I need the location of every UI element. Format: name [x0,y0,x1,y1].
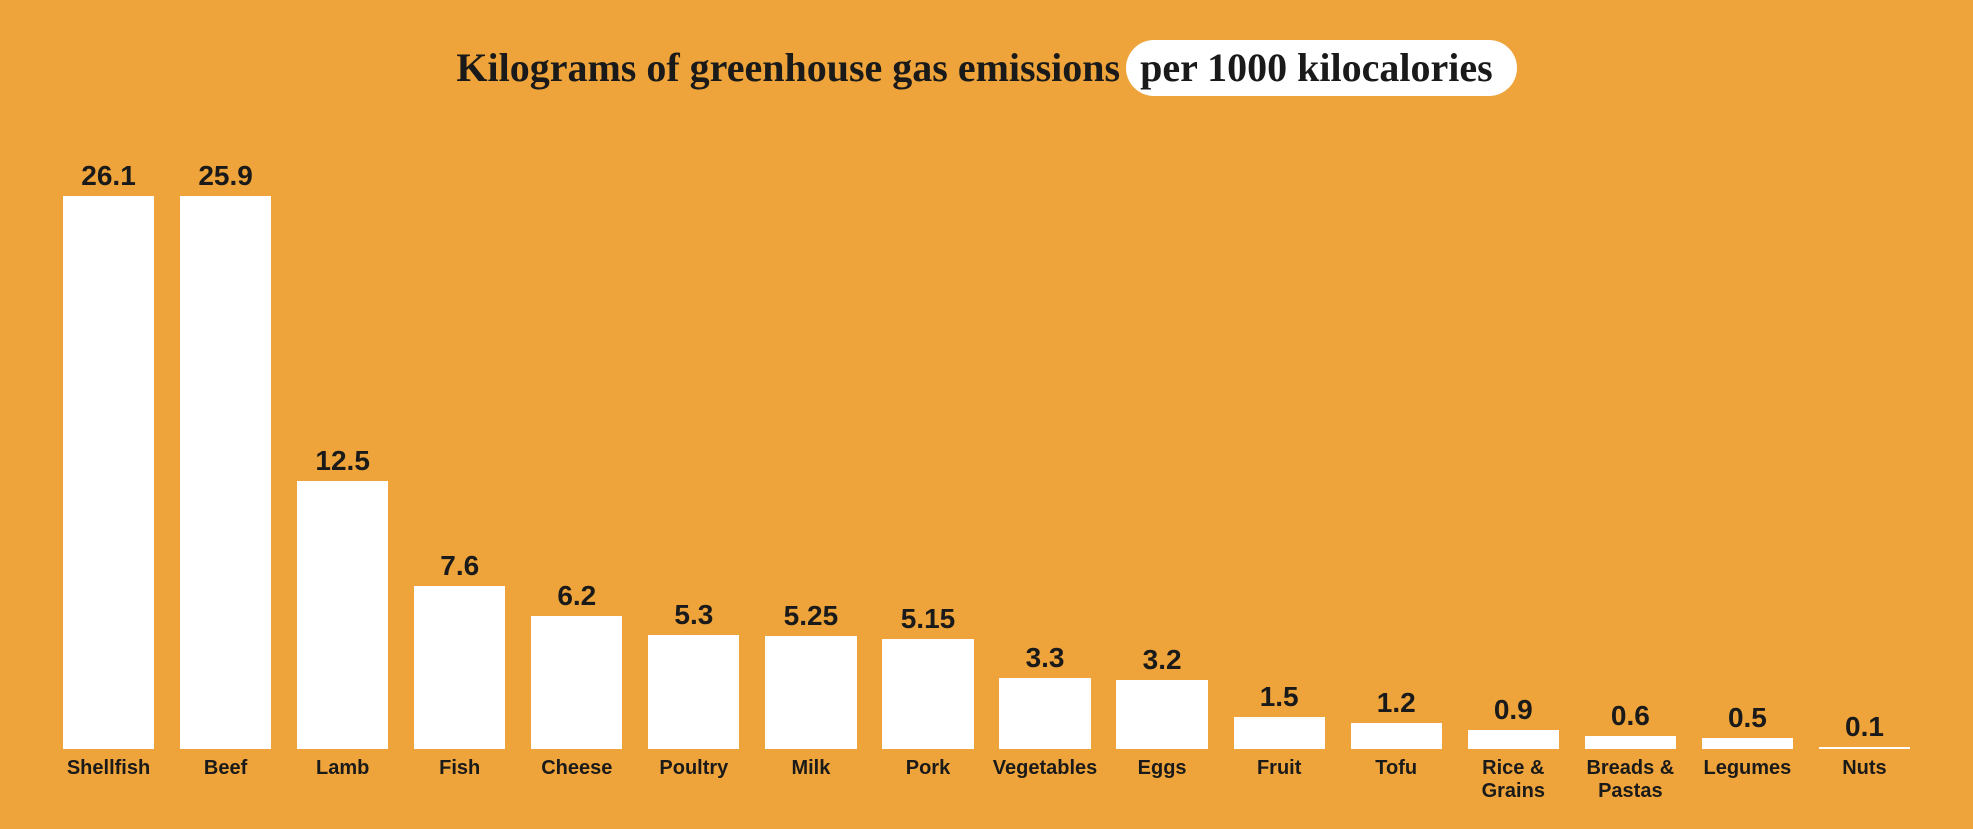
bar-category-label: Lamb [316,757,369,799]
bar-rect [63,196,154,749]
bar-category-label: Fish [439,757,480,799]
bar-value-label: 7.6 [440,550,479,582]
bar-group: 0.6 Breads & Pastas [1572,160,1689,799]
bar-group: 0.1 Nuts [1806,160,1923,799]
bar-value-label: 0.5 [1728,702,1767,734]
bar-rect [1234,717,1325,749]
bar-rect [1702,738,1793,749]
bar-rect [1585,736,1676,749]
bar-category-label: Tofu [1375,757,1417,799]
bar-chart: 26.1 Shellfish 25.9 Beef 12.5 Lamb 7.6 Fish 6.2 C… [50,160,1923,799]
bar-group: 0.9 Rice & Grains [1455,160,1572,799]
title-highlight: per 1000 kilocalories [1126,40,1517,96]
bar-value-label: 6.2 [557,580,596,612]
bar-rect [882,639,973,749]
bar-value-label: 25.9 [198,160,253,192]
bar-group: 12.5 Lamb [284,160,401,799]
bar-group: 5.25 Milk [752,160,869,799]
bar-category-label: Breads & Pastas [1586,757,1674,799]
title-prefix: Kilograms of greenhouse gas emissions [456,45,1130,90]
bar-value-label: 0.9 [1494,694,1533,726]
bar-rect [531,616,622,749]
bar-value-label: 1.2 [1377,687,1416,719]
bar-value-label: 3.2 [1143,644,1182,676]
bar-value-label: 5.15 [901,603,956,635]
bar-category-label: Eggs [1138,757,1187,799]
bar-rect [297,481,388,749]
bar-rect [1819,747,1910,749]
bar-value-label: 3.3 [1026,642,1065,674]
bar-rect [765,636,856,749]
bar-group: 1.2 Tofu [1338,160,1455,799]
bar-group: 26.1 Shellfish [50,160,167,799]
bar-category-label: Legumes [1704,757,1792,799]
bar-group: 0.5 Legumes [1689,160,1806,799]
bar-category-label: Nuts [1842,757,1886,799]
bar-rect [648,635,739,749]
chart-title: Kilograms of greenhouse gas emissions pe… [456,45,1516,90]
bar-rect [1116,680,1207,749]
bar-rect [180,196,271,749]
bar-category-label: Shellfish [67,757,150,799]
bar-value-label: 5.25 [784,600,839,632]
bar-category-label: Fruit [1257,757,1301,799]
bar-category-label: Pork [906,757,950,799]
bar-rect [414,586,505,749]
bar-group: 25.9 Beef [167,160,284,799]
title-container: Kilograms of greenhouse gas emissions pe… [0,40,1973,96]
bar-category-label: Poultry [659,757,728,799]
bar-rect [1468,730,1559,749]
bar-category-label: Milk [791,757,830,799]
chart-canvas: Kilograms of greenhouse gas emissions pe… [0,0,1973,829]
bar-group: 5.3 Poultry [635,160,752,799]
bar-group: 3.3 Vegetables [987,160,1104,799]
bar-category-label: Cheese [541,757,612,799]
bar-value-label: 12.5 [315,445,370,477]
bar-value-label: 26.1 [81,160,136,192]
bar-rect [1351,723,1442,749]
bar-value-label: 5.3 [674,599,713,631]
bar-group: 1.5 Fruit [1221,160,1338,799]
bar-value-label: 1.5 [1260,681,1299,713]
bar-category-label: Beef [204,757,247,799]
bar-group: 3.2 Eggs [1104,160,1221,799]
bar-value-label: 0.6 [1611,700,1650,732]
bar-category-label: Rice & Grains [1482,757,1545,799]
bar-group: 7.6 Fish [401,160,518,799]
bar-group: 6.2 Cheese [518,160,635,799]
bar-rect [999,678,1090,749]
bar-value-label: 0.1 [1845,711,1884,743]
bar-group: 5.15 Pork [869,160,986,799]
bar-category-label: Vegetables [993,757,1098,799]
